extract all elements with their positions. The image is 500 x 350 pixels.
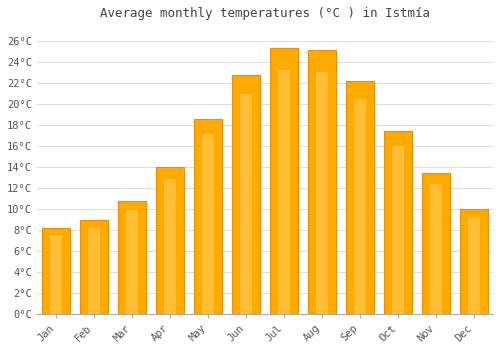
Bar: [240, 94, 252, 314]
Bar: [50, 234, 62, 314]
Bar: [308, 50, 336, 314]
Bar: [88, 228, 100, 314]
Bar: [316, 71, 328, 314]
Title: Average monthly temperatures (°C ) in Istmía: Average monthly temperatures (°C ) in Is…: [100, 7, 430, 20]
Bar: [270, 48, 298, 314]
Bar: [460, 209, 488, 314]
Bar: [202, 134, 213, 314]
Bar: [430, 184, 442, 314]
Bar: [194, 119, 222, 314]
Bar: [118, 202, 146, 314]
Bar: [42, 228, 70, 314]
Bar: [392, 146, 404, 314]
Bar: [468, 217, 479, 314]
Bar: [232, 75, 260, 314]
Bar: [384, 131, 412, 314]
Bar: [126, 210, 138, 314]
Bar: [80, 220, 108, 314]
Bar: [164, 178, 175, 314]
Bar: [354, 99, 366, 314]
Bar: [422, 173, 450, 314]
Bar: [156, 167, 184, 314]
Bar: [278, 70, 289, 314]
Bar: [346, 81, 374, 314]
